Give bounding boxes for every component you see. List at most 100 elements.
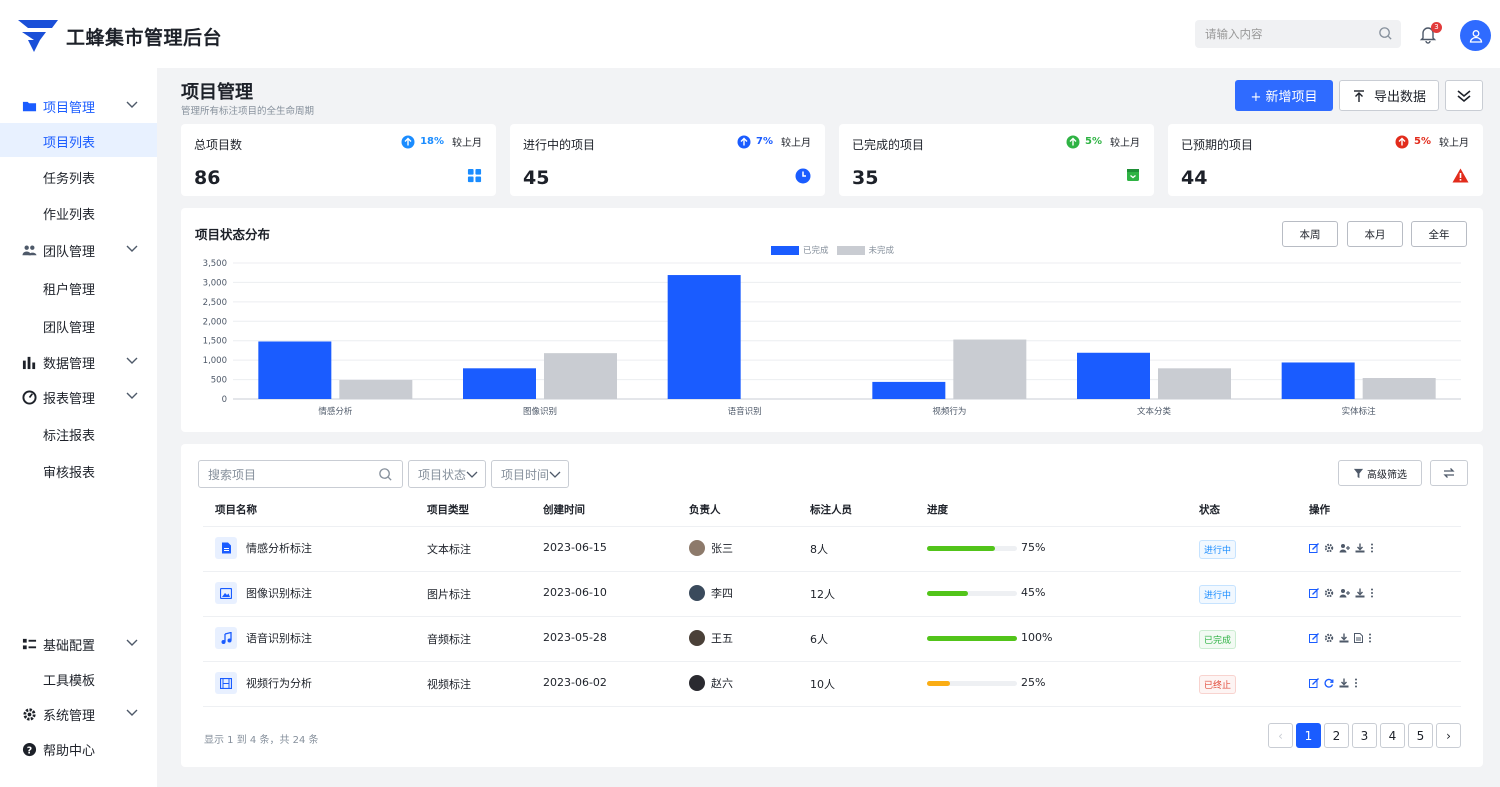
user-add-icon[interactable] (1339, 543, 1350, 553)
advanced-filter-label: 高级筛选 (1367, 469, 1407, 481)
status-badge: 进行中 (1199, 585, 1237, 604)
stat-trend: 7% 较上月 (737, 134, 811, 149)
status-badge: 已终止 (1199, 675, 1237, 694)
collapse-toggle-button[interactable] (1445, 80, 1483, 111)
edit-icon[interactable] (1309, 588, 1319, 598)
logo-icon (18, 20, 58, 52)
edit-icon[interactable] (1309, 543, 1319, 553)
y-tick-label: 1,000 (203, 356, 227, 366)
bar-completed (1077, 352, 1150, 399)
gear-icon[interactable] (1324, 543, 1334, 553)
sidebar-group-data[interactable]: 数据管理 (0, 346, 157, 378)
download-icon[interactable] (1355, 588, 1365, 598)
bell-icon[interactable] (1418, 24, 1438, 44)
user-add-icon[interactable] (1339, 588, 1350, 598)
user-avatar-button[interactable] (1460, 20, 1491, 51)
legend-label: 未完成 (868, 246, 895, 256)
global-search-input[interactable]: 请输入内容 (1195, 20, 1401, 48)
project-search-input[interactable]: 搜索项目 (198, 460, 403, 488)
legend-swatch (771, 245, 799, 255)
project-name-cell[interactable]: 情感分析标注 (215, 537, 312, 559)
sidebar-item-task-list[interactable]: 任务列表 (0, 159, 157, 193)
row-divider (203, 616, 1461, 617)
y-tick-label: 3,000 (203, 278, 227, 288)
logo[interactable]: 工蜂集市管理后台 (16, 16, 222, 56)
sidebar-item-review-report[interactable]: 审核报表 (0, 453, 157, 487)
more-icon[interactable] (1368, 633, 1372, 643)
progress-label: 45% (1021, 586, 1046, 599)
legend-swatch (836, 245, 865, 255)
chart-title: 项目状态分布 (195, 227, 271, 242)
table-header-cell: 状态 (1199, 504, 1220, 516)
more-icon[interactable] (1354, 678, 1358, 688)
sidebar-item-team[interactable]: 团队管理 (0, 308, 157, 342)
progress-bar (927, 546, 1017, 551)
project-name[interactable]: 视频行为分析 (246, 677, 312, 690)
sidebar-group-system[interactable]: 系统管理 (0, 698, 157, 730)
sidebar-item-project-list[interactable]: 项目列表 (0, 123, 157, 157)
staff-count: 8人 (810, 543, 828, 556)
time-filter-select[interactable]: 项目时间 (491, 460, 569, 488)
more-icon[interactable] (1370, 588, 1374, 598)
progress-bar (927, 636, 1017, 641)
sidebar-group-team[interactable]: 团队管理 (0, 234, 157, 266)
avatar (689, 540, 705, 556)
x-tick-label: 情感分析 (318, 406, 353, 417)
sidebar-group-help[interactable]: ? 帮助中心 (0, 733, 157, 765)
project-name-cell[interactable]: 语音识别标注 (215, 627, 312, 649)
bar-completed (258, 341, 332, 399)
sidebar-group-label: 系统管理 (43, 708, 96, 724)
more-icon[interactable] (1370, 543, 1374, 553)
file-icon[interactable] (1354, 633, 1363, 643)
download-icon[interactable] (1355, 543, 1365, 553)
progress-label: 75% (1021, 541, 1046, 554)
refresh-icon[interactable] (1324, 678, 1334, 688)
project-name[interactable]: 图像识别标注 (246, 587, 312, 600)
add-project-button[interactable]: + 新增项目 (1235, 80, 1333, 111)
x-tick-label: 语音识别 (728, 406, 762, 417)
export-data-button[interactable]: 导出数据 (1339, 80, 1439, 111)
sidebar-group-report[interactable]: 报表管理 (0, 381, 157, 413)
edit-icon[interactable] (1309, 678, 1319, 688)
sidebar-item-label: 项目列表 (43, 136, 96, 151)
gear-icon[interactable] (1324, 633, 1334, 643)
stat-value: 45 (523, 167, 550, 189)
sidebar-item-job-list[interactable]: 作业列表 (0, 195, 157, 229)
y-tick-label: 2,500 (203, 298, 227, 308)
sidebar-item-label: 标注报表 (43, 429, 96, 444)
download-icon[interactable] (1339, 633, 1349, 643)
status-filter-select[interactable]: 项目状态 (408, 460, 486, 488)
prev-page-button[interactable]: ‹ (1268, 723, 1293, 748)
search-placeholder: 请输入内容 (1205, 27, 1263, 41)
gear-icon[interactable] (1324, 588, 1334, 598)
project-name[interactable]: 情感分析标注 (246, 542, 312, 555)
sidebar-group-project[interactable]: 项目管理 (0, 90, 157, 122)
page-button[interactable]: 1 (1296, 723, 1321, 748)
sidebar-item-tool-template[interactable]: 工具模板 (0, 661, 157, 695)
progress-fill (927, 636, 1017, 641)
sidebar-item-label: 租户管理 (43, 283, 96, 298)
page-button[interactable]: 5 (1408, 723, 1433, 748)
chevron-up-icon (126, 101, 138, 108)
page-button[interactable]: 2 (1324, 723, 1349, 748)
download-icon[interactable] (1339, 678, 1349, 688)
refresh-button[interactable] (1430, 460, 1468, 486)
created-date: 2023-05-28 (543, 631, 607, 644)
next-page-button[interactable]: › (1436, 723, 1461, 748)
page-button[interactable]: 3 (1352, 723, 1377, 748)
created-date: 2023-06-10 (543, 586, 607, 599)
chevron-down-icon (126, 709, 138, 716)
sidebar-item-label-report[interactable]: 标注报表 (0, 416, 157, 450)
project-name-cell[interactable]: 视频行为分析 (215, 672, 312, 694)
project-name-cell[interactable]: 图像识别标注 (215, 582, 312, 604)
edit-icon[interactable] (1309, 633, 1319, 643)
advanced-filter-button[interactable]: 高级筛选 (1338, 460, 1422, 486)
page-button[interactable]: 4 (1380, 723, 1405, 748)
sidebar-item-tenant[interactable]: 租户管理 (0, 270, 157, 304)
owner-cell: 李四 (689, 585, 733, 601)
sidebar-group-config[interactable]: 基础配置 (0, 628, 157, 660)
range-year-button[interactable]: 全年 (1411, 221, 1467, 247)
range-week-button[interactable]: 本周 (1282, 221, 1338, 247)
project-name[interactable]: 语音识别标注 (246, 632, 312, 645)
range-month-button[interactable]: 本月 (1347, 221, 1403, 247)
